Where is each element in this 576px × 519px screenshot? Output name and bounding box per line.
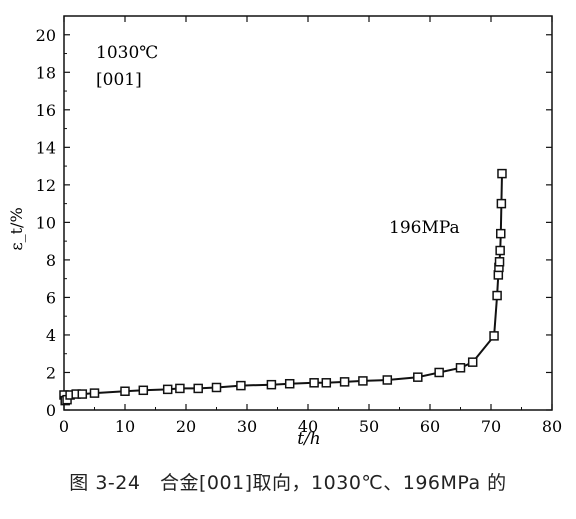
- data-point: [138, 385, 149, 396]
- data-point: [321, 378, 332, 388]
- data-point: [497, 168, 507, 179]
- y-tick-label: 8: [46, 251, 56, 270]
- data-point: [162, 384, 173, 395]
- x-tick-label: 0: [59, 417, 69, 436]
- data-point: [413, 372, 423, 382]
- x-tick-label: 60: [420, 417, 440, 436]
- annotation-stress-label: 196MPa: [389, 218, 460, 238]
- data-point: [494, 257, 505, 267]
- x-tick-label: 70: [481, 417, 501, 436]
- data-point: [495, 245, 505, 256]
- data-point: [89, 388, 100, 398]
- x-tick-label: 10: [115, 417, 135, 436]
- data-point: [467, 357, 478, 367]
- data-point: [266, 379, 277, 390]
- y-tick-label: 6: [46, 288, 56, 307]
- series-line: [63, 173, 503, 402]
- data-point: [496, 198, 507, 209]
- y-tick-label: 12: [36, 176, 56, 195]
- data-point: [489, 331, 499, 341]
- y-tick-label: 10: [36, 213, 56, 232]
- y-axis-label: ε_t/%: [7, 207, 26, 250]
- y-tick-label: 4: [46, 326, 56, 345]
- data-point: [358, 376, 368, 386]
- y-tick-label: 16: [36, 101, 56, 120]
- annotation-temperature: 1030℃: [96, 43, 158, 63]
- x-tick-label: 50: [359, 417, 379, 436]
- data-point: [434, 367, 444, 378]
- data-point: [236, 380, 246, 391]
- y-tick-label: 14: [36, 138, 56, 157]
- creep-strain-chart: 0 10 20 30 40 50 60 70 80 0 2 4 6 8 10 12 14 16 18 20 1030℃…: [7, 15, 562, 449]
- x-tick-label: 40: [298, 417, 318, 436]
- data-point: [193, 383, 203, 394]
- data-point: [492, 290, 502, 301]
- y-tick-label: 2: [46, 363, 56, 382]
- data-point: [77, 389, 88, 399]
- x-tick-label: 20: [176, 417, 196, 436]
- data-point: [309, 378, 319, 388]
- annotation-orientation: [001]: [96, 70, 142, 90]
- series-196mpa: [59, 168, 507, 406]
- x-axis-label: t/h: [297, 429, 321, 449]
- y-tick-label: 0: [46, 401, 56, 420]
- x-tick-label: 80: [542, 417, 562, 436]
- data-point: [120, 386, 130, 396]
- axis-ticks: 0 10 20 30 40 50 60 70 80 0 2 4 6 8 10 12 14 16 18 20: [36, 16, 562, 436]
- data-point: [211, 382, 222, 393]
- x-tick-label: 30: [237, 417, 257, 436]
- data-point: [175, 383, 185, 394]
- data-point: [382, 375, 393, 385]
- data-point: [496, 228, 506, 239]
- data-point: [339, 377, 350, 387]
- figure-caption: 图 3-24 合金[001]取向，1030℃、196MPa 的: [69, 472, 507, 494]
- y-tick-label: 18: [36, 63, 56, 82]
- y-tick-label: 20: [36, 26, 56, 45]
- data-point: [455, 363, 466, 373]
- data-point: [284, 378, 295, 389]
